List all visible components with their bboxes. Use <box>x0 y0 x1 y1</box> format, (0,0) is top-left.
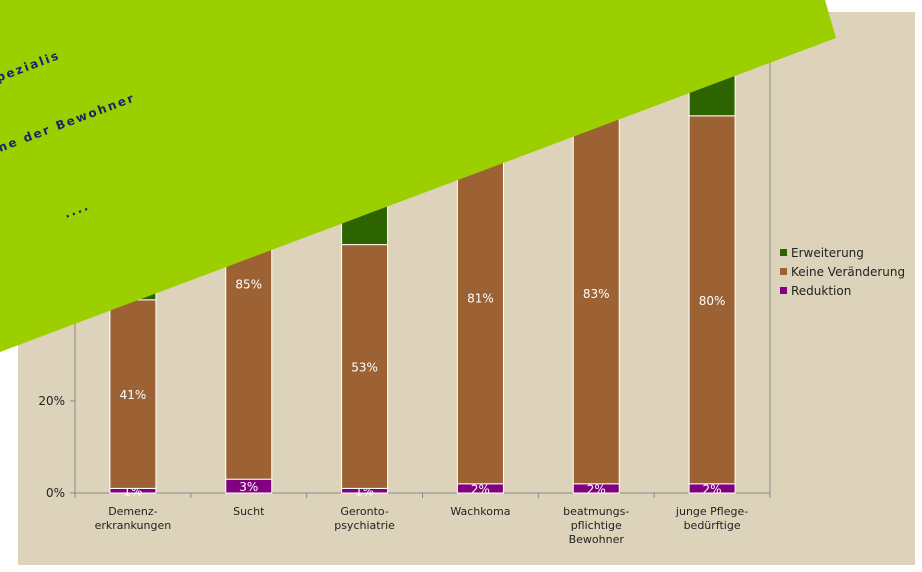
bar-segment <box>572 101 620 485</box>
legend-swatch <box>780 287 787 294</box>
y-tick-label: 0% <box>46 486 65 500</box>
data-label: 2% <box>703 482 722 496</box>
data-label: 83% <box>583 287 610 301</box>
x-tick-label: Wachkoma <box>450 505 511 518</box>
data-label: 2% <box>587 482 606 496</box>
bar-segment <box>109 299 157 489</box>
data-label: 2% <box>471 482 490 496</box>
data-label: 81% <box>467 292 494 306</box>
data-label: 3% <box>239 480 258 494</box>
x-tick-label: beatmungs- pflichtige Bewohner <box>563 505 630 546</box>
y-tick-label: 20% <box>38 394 65 408</box>
legend-swatch <box>780 268 787 275</box>
legend-swatch <box>780 249 787 256</box>
data-label: 53% <box>351 361 378 375</box>
data-label: 85% <box>235 278 262 292</box>
x-tick-label: Sucht <box>233 505 265 518</box>
x-tick-label: junge Pflege- bedürftige <box>675 505 749 532</box>
x-tick-label: Geronto- psychiatrie <box>334 505 395 532</box>
legend-label: Keine Veränderung <box>791 265 905 279</box>
x-tick-label: Demenz- erkrankungen <box>94 505 172 532</box>
legend-label: Erweiterung <box>791 246 864 260</box>
data-label: 41% <box>120 388 147 402</box>
data-label: 80% <box>699 294 726 308</box>
legend-label: Reduktion <box>791 284 851 298</box>
banner <box>0 0 836 352</box>
bar-segment <box>341 244 389 489</box>
